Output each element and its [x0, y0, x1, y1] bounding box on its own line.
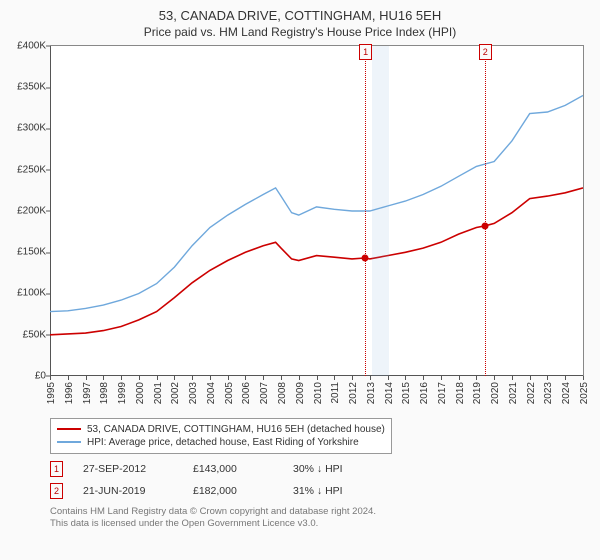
sale-dot [481, 222, 488, 229]
x-tick-label: 2009 [295, 382, 306, 404]
y-tick-label: £350K [6, 82, 46, 93]
y-tick-label: £150K [6, 247, 46, 258]
y-tick-label: £50K [6, 329, 46, 340]
sale-delta: 31% ↓ HPI [293, 485, 383, 497]
x-tick-label: 2000 [135, 382, 146, 404]
x-tick-label: 2019 [472, 382, 483, 404]
sale-idx-box: 1 [50, 461, 63, 477]
x-tick-label: 2020 [490, 382, 501, 404]
legend-label: 53, CANADA DRIVE, COTTINGHAM, HU16 5EH (… [87, 424, 385, 435]
x-tick-label: 2016 [419, 382, 430, 404]
sale-delta: 30% ↓ HPI [293, 463, 383, 475]
series-price_paid [50, 188, 583, 335]
footer: Contains HM Land Registry data © Crown c… [50, 506, 590, 530]
legend-row: HPI: Average price, detached house, East… [57, 436, 385, 449]
legend-swatch [57, 428, 81, 430]
x-tick-label: 2022 [526, 382, 537, 404]
page-subtitle: Price paid vs. HM Land Registry's House … [10, 25, 590, 39]
x-tick-label: 2017 [437, 382, 448, 404]
sale-marker-box: 2 [479, 44, 492, 60]
x-tick-label: 2006 [241, 382, 252, 404]
footer-line2: This data is licensed under the Open Gov… [50, 518, 590, 530]
x-tick-label: 2024 [561, 382, 572, 404]
page-title: 53, CANADA DRIVE, COTTINGHAM, HU16 5EH [10, 8, 590, 25]
sale-dot [362, 254, 369, 261]
x-tick-label: 1999 [117, 382, 128, 404]
x-tick-label: 1995 [46, 382, 57, 404]
x-tick-label: 2021 [508, 382, 519, 404]
x-tick-label: 2003 [188, 382, 199, 404]
sale-price: £143,000 [193, 463, 273, 475]
y-tick-label: £0 [6, 370, 46, 381]
sale-row: 1 27-SEP-2012 £143,000 30% ↓ HPI [50, 458, 590, 480]
x-tick-label: 2023 [543, 382, 554, 404]
y-tick-label: £100K [6, 288, 46, 299]
x-tick-label: 2015 [401, 382, 412, 404]
x-tick-label: 2008 [277, 382, 288, 404]
x-tick-label: 2012 [348, 382, 359, 404]
legend-swatch [57, 441, 81, 443]
x-tick-label: 2014 [384, 382, 395, 404]
highlight-band [372, 46, 390, 376]
sale-marker-box: 1 [359, 44, 372, 60]
x-tick-label: 1998 [99, 382, 110, 404]
sale-date: 27-SEP-2012 [83, 463, 173, 475]
x-tick-label: 2005 [224, 382, 235, 404]
footer-line1: Contains HM Land Registry data © Crown c… [50, 506, 590, 518]
x-tick-label: 2002 [170, 382, 181, 404]
x-tick-label: 2004 [206, 382, 217, 404]
sale-price: £182,000 [193, 485, 273, 497]
x-tick-label: 2025 [579, 382, 590, 404]
y-tick-label: £200K [6, 205, 46, 216]
legend-label: HPI: Average price, detached house, East… [87, 437, 359, 448]
x-tick-label: 1997 [82, 382, 93, 404]
sale-idx-box: 2 [50, 483, 63, 499]
y-tick-label: £400K [6, 40, 46, 51]
sale-row: 2 21-JUN-2019 £182,000 31% ↓ HPI [50, 480, 590, 502]
x-tick-label: 1996 [64, 382, 75, 404]
sale-date: 21-JUN-2019 [83, 485, 173, 497]
y-tick-label: £300K [6, 123, 46, 134]
sales-table: 1 27-SEP-2012 £143,000 30% ↓ HPI 2 21-JUN-201… [50, 458, 590, 502]
x-tick-label: 2018 [455, 382, 466, 404]
x-tick-label: 2013 [366, 382, 377, 404]
x-tick-label: 2001 [153, 382, 164, 404]
x-tick-label: 2011 [330, 382, 341, 404]
series-hpi [50, 95, 583, 311]
x-axis-ticks: 1995199619971998199920002001200220032004… [50, 376, 584, 412]
legend-row: 53, CANADA DRIVE, COTTINGHAM, HU16 5EH (… [57, 423, 385, 436]
price-chart: £0£50K£100K£150K£200K£250K£300K£350K£400… [50, 45, 584, 376]
sale-vline [365, 46, 366, 376]
chart-lines [50, 46, 583, 376]
sale-vline [485, 46, 486, 376]
x-tick-label: 2010 [313, 382, 324, 404]
y-tick-label: £250K [6, 164, 46, 175]
chart-legend: 53, CANADA DRIVE, COTTINGHAM, HU16 5EH (… [50, 418, 392, 454]
x-tick-label: 2007 [259, 382, 270, 404]
